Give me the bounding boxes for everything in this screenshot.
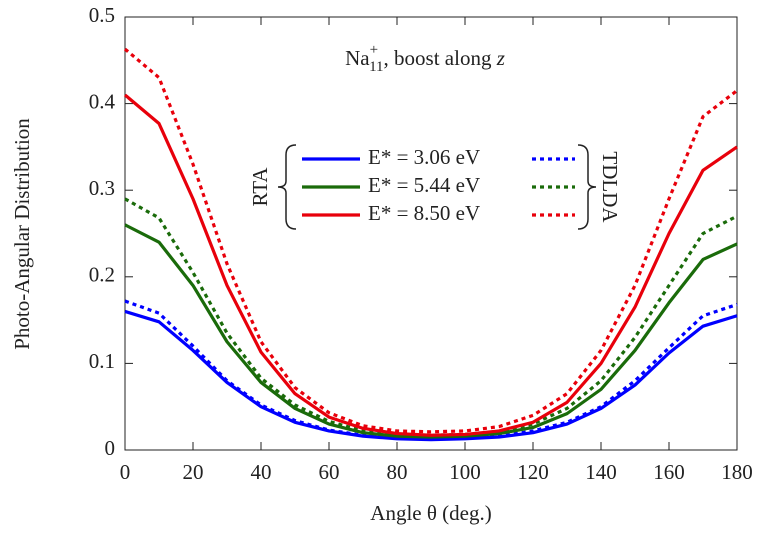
y-tick-label: 0.3 [89,176,115,200]
chart-title: Na+ 11, boost along z [345,42,505,75]
legend-group: TDLDA [598,151,622,223]
y-tick-label: 0 [105,436,116,460]
x-tick-label: 100 [449,460,481,484]
data-line [124,309,738,442]
x-tick-label: 160 [653,460,685,484]
y-tick-label: 0.1 [89,349,115,373]
legend-label: E* = 3.06 eV [368,145,480,169]
x-tick-label: 20 [183,460,204,484]
x-axis-label: Angle θ (deg.) [370,501,491,525]
legend-group: RTA [248,167,272,207]
plot-frame [124,16,738,451]
legend-label: E* = 5.44 eV [368,173,480,197]
data-line [124,299,738,441]
y-tick-label: 0.5 [89,3,115,27]
x-tick-label: 120 [517,460,549,484]
title-sup: + [370,42,378,58]
data-line [123,93,738,437]
x-tick-label: 180 [721,460,753,484]
legend-label: E* = 8.50 eV [368,201,480,225]
y-tick-label: 0.4 [89,89,116,113]
x-tick-label: 40 [251,460,272,484]
x-tick-label: 60 [319,460,340,484]
x-tick-label: 0 [120,460,131,484]
title-base: Na [345,46,370,70]
y-tick-label: 0.2 [89,263,115,287]
legend-brace [277,144,297,230]
title-sub: 11 [369,59,383,75]
title-var: z [496,46,505,70]
title-rest: , boost along [384,46,497,70]
data-line [123,47,738,434]
x-tick-label: 80 [387,460,408,484]
x-tick-label: 140 [585,460,617,484]
legend-brace [577,144,597,230]
data-line [124,223,738,439]
y-axis-label: Photo-Angular Distribution [10,118,34,350]
